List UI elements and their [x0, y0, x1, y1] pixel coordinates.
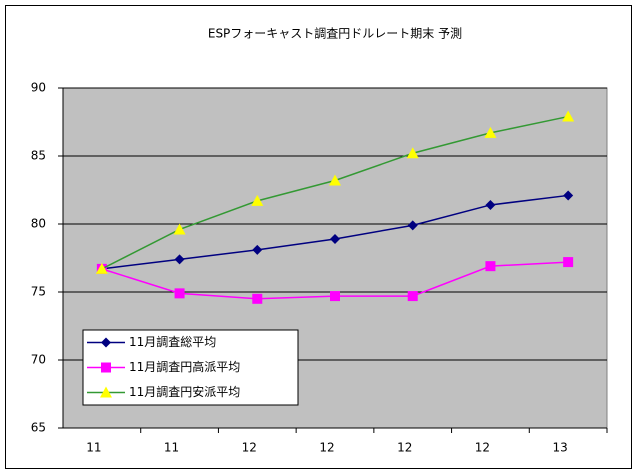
legend-marker — [101, 337, 111, 348]
x-tick-label: 11 — [164, 441, 179, 455]
y-tick-label: 70 — [31, 353, 46, 367]
data-point — [330, 233, 340, 244]
x-tick-label: 12 — [397, 441, 412, 455]
data-point — [95, 262, 108, 274]
data-point — [484, 126, 497, 138]
data-point — [485, 199, 496, 210]
data-point — [485, 261, 496, 272]
x-tick-label: 12 — [319, 441, 334, 455]
x-tick-label: 12 — [475, 441, 490, 455]
legend-label: 11月調査円高派平均 — [129, 359, 240, 374]
data-point — [329, 174, 341, 186]
data-point — [407, 220, 418, 231]
data-point — [252, 244, 263, 255]
y-tick-label: 80 — [31, 217, 46, 231]
x-tick-label: 12 — [242, 441, 257, 455]
data-point — [406, 147, 419, 159]
chart-title: ESPフォーキャスト調査円ドルレート期末 予測 — [208, 27, 462, 41]
data-point — [252, 293, 263, 304]
y-tick-label: 85 — [31, 149, 46, 163]
y-tick-label: 75 — [31, 285, 46, 299]
data-point — [174, 254, 185, 265]
legend-marker — [100, 386, 112, 398]
x-tick-label: 11 — [86, 441, 101, 455]
data-point — [174, 288, 185, 299]
data-point — [563, 190, 574, 201]
data-point — [563, 257, 574, 268]
data-point — [407, 291, 418, 302]
legend-label: 11月調査円安派平均 — [129, 384, 240, 399]
legend-marker — [101, 362, 111, 373]
data-point — [173, 223, 186, 235]
data-point — [330, 291, 340, 302]
legend-label: 11月調査総平均 — [129, 335, 216, 349]
y-tick-label: 65 — [31, 421, 46, 435]
y-tick-label: 90 — [31, 81, 46, 95]
x-tick-label: 13 — [553, 441, 568, 455]
data-point — [562, 110, 575, 122]
data-point — [251, 194, 264, 206]
